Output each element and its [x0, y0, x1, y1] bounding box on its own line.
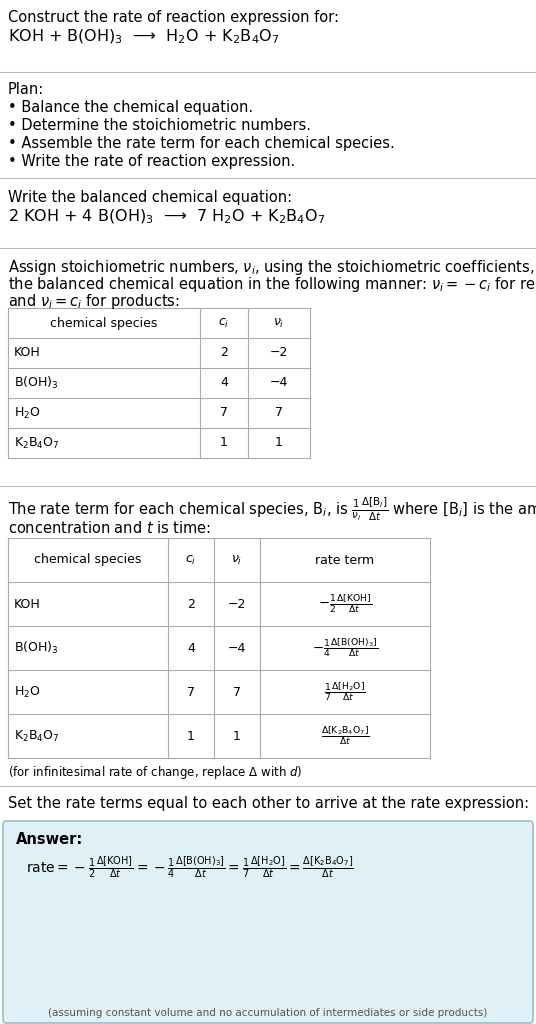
Text: $\nu_i$: $\nu_i$: [273, 316, 285, 330]
Text: B(OH)$_3$: B(OH)$_3$: [14, 640, 58, 656]
Text: KOH + B(OH)$_3$  ⟶  H$_2$O + K$_2$B$_4$O$_7$: KOH + B(OH)$_3$ ⟶ H$_2$O + K$_2$B$_4$O$_…: [8, 28, 280, 46]
Text: $\frac{\Delta[\mathrm{K_2B_4O_7}]}{\Delta t}$: $\frac{\Delta[\mathrm{K_2B_4O_7}]}{\Delt…: [321, 725, 369, 748]
Text: 1: 1: [220, 436, 228, 450]
Text: 7: 7: [275, 407, 283, 420]
Text: • Assemble the rate term for each chemical species.: • Assemble the rate term for each chemic…: [8, 136, 394, 151]
Text: KOH: KOH: [14, 597, 41, 610]
Text: 7: 7: [233, 685, 241, 698]
Text: −2: −2: [228, 597, 246, 610]
Text: 2 KOH + 4 B(OH)$_3$  ⟶  7 H$_2$O + K$_2$B$_4$O$_7$: 2 KOH + 4 B(OH)$_3$ ⟶ 7 H$_2$O + K$_2$B$…: [8, 208, 325, 226]
Text: the balanced chemical equation in the following manner: $\nu_i = -c_i$ for react: the balanced chemical equation in the fo…: [8, 275, 536, 294]
Text: (for infinitesimal rate of change, replace Δ with $d$): (for infinitesimal rate of change, repla…: [8, 764, 302, 781]
Text: $c_i$: $c_i$: [218, 316, 229, 330]
Text: $-\frac{1}{4}\frac{\Delta[\mathrm{B(OH)_3}]}{\Delta t}$: $-\frac{1}{4}\frac{\Delta[\mathrm{B(OH)_…: [312, 637, 378, 659]
Text: (assuming constant volume and no accumulation of intermediates or side products): (assuming constant volume and no accumul…: [48, 1008, 488, 1018]
Text: −2: −2: [270, 346, 288, 359]
Text: K$_2$B$_4$O$_7$: K$_2$B$_4$O$_7$: [14, 435, 59, 451]
Text: 1: 1: [233, 729, 241, 742]
Text: Answer:: Answer:: [16, 831, 83, 847]
Text: • Write the rate of reaction expression.: • Write the rate of reaction expression.: [8, 154, 295, 169]
Text: $c_i$: $c_i$: [185, 553, 197, 566]
Text: −4: −4: [228, 641, 246, 654]
Text: Write the balanced chemical equation:: Write the balanced chemical equation:: [8, 190, 292, 205]
Text: • Balance the chemical equation.: • Balance the chemical equation.: [8, 100, 253, 115]
Text: 7: 7: [220, 407, 228, 420]
Text: chemical species: chemical species: [34, 554, 142, 566]
Text: −4: −4: [270, 377, 288, 389]
Text: concentration and $t$ is time:: concentration and $t$ is time:: [8, 520, 211, 536]
Text: $\frac{1}{7}\frac{\Delta[\mathrm{H_2O}]}{\Delta t}$: $\frac{1}{7}\frac{\Delta[\mathrm{H_2O}]}…: [324, 681, 366, 703]
Text: $\mathrm{rate} = -\frac{1}{2}\frac{\Delta[\mathrm{KOH}]}{\Delta t} = -\frac{1}{4: $\mathrm{rate} = -\frac{1}{2}\frac{\Delt…: [26, 854, 354, 880]
Text: • Determine the stoichiometric numbers.: • Determine the stoichiometric numbers.: [8, 118, 311, 133]
Text: Set the rate terms equal to each other to arrive at the rate expression:: Set the rate terms equal to each other t…: [8, 796, 529, 811]
FancyBboxPatch shape: [3, 821, 533, 1023]
Text: KOH: KOH: [14, 346, 41, 359]
Text: H$_2$O: H$_2$O: [14, 684, 41, 699]
Text: $\nu_i$: $\nu_i$: [232, 553, 243, 566]
Text: Construct the rate of reaction expression for:: Construct the rate of reaction expressio…: [8, 10, 339, 25]
Text: 2: 2: [220, 346, 228, 359]
Text: H$_2$O: H$_2$O: [14, 406, 41, 421]
Text: 1: 1: [275, 436, 283, 450]
Text: 2: 2: [187, 597, 195, 610]
Text: Assign stoichiometric numbers, $\nu_i$, using the stoichiometric coefficients, $: Assign stoichiometric numbers, $\nu_i$, …: [8, 258, 536, 278]
Text: 4: 4: [187, 641, 195, 654]
Text: $-\frac{1}{2}\frac{\Delta[\mathrm{KOH}]}{\Delta t}$: $-\frac{1}{2}\frac{\Delta[\mathrm{KOH}]}…: [318, 593, 373, 615]
Text: 4: 4: [220, 377, 228, 389]
Text: 7: 7: [187, 685, 195, 698]
Text: B(OH)$_3$: B(OH)$_3$: [14, 375, 58, 391]
Text: 1: 1: [187, 729, 195, 742]
Text: rate term: rate term: [316, 554, 375, 566]
Text: and $\nu_i = c_i$ for products:: and $\nu_i = c_i$ for products:: [8, 292, 180, 311]
Text: K$_2$B$_4$O$_7$: K$_2$B$_4$O$_7$: [14, 728, 59, 743]
Text: Plan:: Plan:: [8, 82, 44, 97]
Text: chemical species: chemical species: [50, 316, 158, 330]
Text: The rate term for each chemical species, B$_i$, is $\frac{1}{\nu_i}\frac{\Delta[: The rate term for each chemical species,…: [8, 496, 536, 523]
